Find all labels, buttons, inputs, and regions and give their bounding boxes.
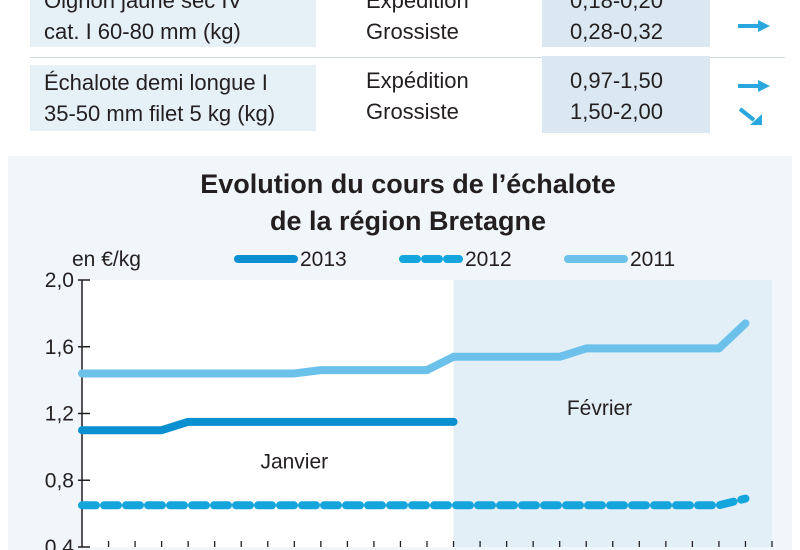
y-tick-label: 0,4 [45,536,75,550]
series-2011-line [78,319,750,378]
product-name: Échalote demi longue I 35-50 mm filet 5 … [30,65,316,131]
series-2013-line [78,417,458,435]
trend-down-icon [738,107,762,125]
price-range: 0,97-1,50 1,50-2,00 [542,56,710,133]
y-tick-label: 2,0 [45,269,74,292]
product-name: Oignon jaune sec IV cat. I 60-80 mm (kg) [30,0,316,47]
chart-legend: 2013 2012 2011 [234,248,675,271]
market-type: Expédition Grossiste [366,0,469,44]
trend-icons [738,20,770,32]
y-tick-label: 0,8 [45,469,74,492]
plot-area: 0,4 0,8 1,2 1,6 2,0 Janvier Février [45,269,773,550]
period-label: Janvier [260,451,328,474]
chart-title: Evolution du cours de l’échalote [200,169,616,199]
row-divider [30,57,785,58]
trend-stable-icon [738,80,770,92]
series-2012-line [78,494,750,510]
price-table: Oignon jaune sec IV cat. I 60-80 mm (kg)… [0,0,800,150]
period-label: Février [567,397,632,420]
price-range: 0,18-0,20 0,28-0,32 [542,0,710,47]
price-chart: Evolution du cours de l’échalote de la r… [45,169,773,550]
chart-panel: Evolution du cours de l’échalote de la r… [8,156,792,550]
legend-label-2013: 2013 [300,248,347,271]
y-tick-label: 1,6 [45,336,74,359]
trend-icons [738,80,770,125]
market-type: Expédition Grossiste [366,68,469,124]
chart-subtitle: de la région Bretagne [270,206,546,236]
legend-label-2012: 2012 [465,248,512,271]
legend-label-2011: 2011 [630,248,675,271]
y-axis-label: en €/kg [72,248,141,271]
y-tick-label: 1,2 [45,403,74,426]
trend-stable-icon [738,20,770,32]
